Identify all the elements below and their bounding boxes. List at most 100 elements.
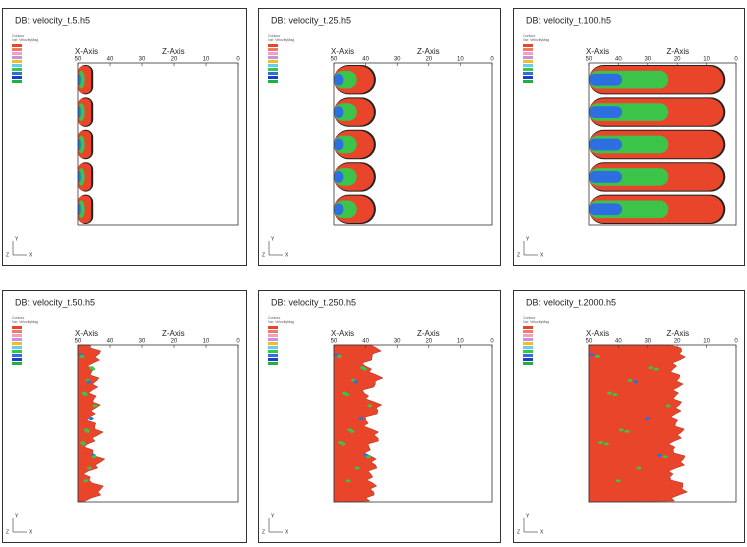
legend-swatch	[12, 48, 22, 51]
legend-swatch	[523, 64, 533, 67]
contour-green	[645, 417, 651, 421]
legend-swatch	[268, 334, 278, 337]
contour-green	[595, 354, 601, 358]
legend-swatch	[268, 354, 278, 357]
legend-swatch	[268, 44, 278, 47]
legend-swatch	[523, 350, 533, 353]
triad-label: X	[540, 529, 544, 535]
legend-swatch	[12, 350, 22, 353]
panel-title: DB: velocity_t.50.h5	[15, 297, 95, 307]
contour-blue	[334, 203, 344, 216]
legend-variable: Var: VelocityMag	[523, 38, 549, 42]
legend-swatch	[268, 350, 278, 353]
field	[333, 344, 384, 503]
tick-label: 30	[644, 57, 651, 63]
panel-title: DB: velocity_t.5.h5	[15, 15, 90, 25]
legend-swatch	[268, 326, 278, 329]
tick-label: 50	[586, 339, 593, 345]
z-axis-label: Z-Axis	[162, 47, 185, 56]
legend-swatch	[268, 362, 278, 365]
tick-label: 10	[703, 339, 710, 345]
tick-label: 30	[394, 339, 401, 345]
contour-green	[665, 404, 671, 408]
legend-swatch	[268, 48, 278, 51]
contour-blue	[589, 171, 623, 183]
contour-green	[606, 391, 612, 395]
legend-swatch	[12, 330, 22, 333]
contour-green	[82, 393, 88, 397]
tick-label: 50	[331, 339, 338, 345]
tick-label: 20	[425, 57, 432, 63]
legend-swatch	[523, 342, 533, 345]
contour-blue	[334, 138, 344, 151]
contour-green	[83, 479, 89, 483]
legend-title: Contour	[523, 34, 536, 38]
legend-title: Contour	[12, 316, 25, 320]
legend-swatch	[12, 76, 22, 79]
triad-label: X	[29, 252, 33, 258]
legend-swatch	[523, 346, 533, 349]
triad-label: Y	[271, 513, 275, 519]
tick-label: 50	[75, 339, 82, 345]
triad-label: X	[29, 529, 33, 535]
legend-swatch	[12, 334, 22, 337]
legend-swatch	[12, 362, 22, 365]
tick-label: 10	[703, 57, 710, 63]
panel-title: DB: velocity_t.2000.h5	[526, 297, 616, 307]
triad-label: Y	[15, 236, 19, 242]
contour-green	[624, 429, 630, 433]
contour-green	[603, 442, 609, 446]
tick-label: 30	[139, 339, 146, 345]
contour-blue	[589, 203, 623, 216]
plot-frame	[77, 62, 239, 226]
plot-panel: DB: velocity_t.5.h5 Contour Var: VelocityM…	[2, 8, 247, 266]
contour-green	[627, 378, 633, 382]
tick-label: 20	[674, 339, 681, 345]
legend-swatch	[268, 330, 278, 333]
contour-green	[340, 442, 346, 446]
panel-title: DB: velocity_t.250.h5	[271, 297, 356, 307]
z-axis-label: Z-Axis	[667, 329, 690, 338]
triad-label: Z	[262, 252, 265, 258]
z-axis-label: Z-Axis	[417, 47, 440, 56]
triad-label: X	[285, 529, 289, 535]
legend-swatch	[12, 60, 22, 63]
legend-swatch	[12, 338, 22, 341]
legend-swatch	[523, 362, 533, 365]
field	[77, 344, 106, 503]
tick-label: 10	[203, 339, 210, 345]
contour-blue	[334, 171, 344, 183]
legend-title: Contour	[268, 316, 281, 320]
contour-red	[588, 344, 689, 503]
panel-title: DB: velocity_t.100.h5	[526, 15, 611, 25]
contour-blue	[589, 73, 623, 86]
legend-swatch	[523, 68, 533, 71]
plot-panel: DB: velocity_t.100.h5 Contour Var: Velocit…	[513, 8, 745, 266]
plot-panel: DB: velocity_t.50.h5 Contour Var: Velocity…	[2, 290, 247, 543]
contour-green	[358, 417, 364, 421]
field	[588, 344, 689, 503]
x-axis-label: X-Axis	[75, 47, 98, 56]
legend-swatch	[523, 44, 533, 47]
x-axis-label: X-Axis	[331, 329, 354, 338]
field	[78, 65, 94, 224]
tick-label: 20	[171, 339, 178, 345]
tick-label: 30	[644, 339, 651, 345]
tick-label: 0	[236, 339, 240, 345]
legend-swatch	[268, 338, 278, 341]
legend-swatch	[12, 358, 22, 361]
triad-label: Z	[517, 252, 520, 258]
contour-green	[81, 442, 87, 446]
legend-swatch	[523, 354, 533, 357]
triad-label: Z	[6, 252, 9, 258]
contour-green	[615, 479, 621, 483]
contour-blue	[78, 171, 81, 183]
contour-green	[336, 354, 342, 358]
z-axis-label: Z-Axis	[667, 47, 690, 56]
tick-label: 40	[615, 339, 622, 345]
